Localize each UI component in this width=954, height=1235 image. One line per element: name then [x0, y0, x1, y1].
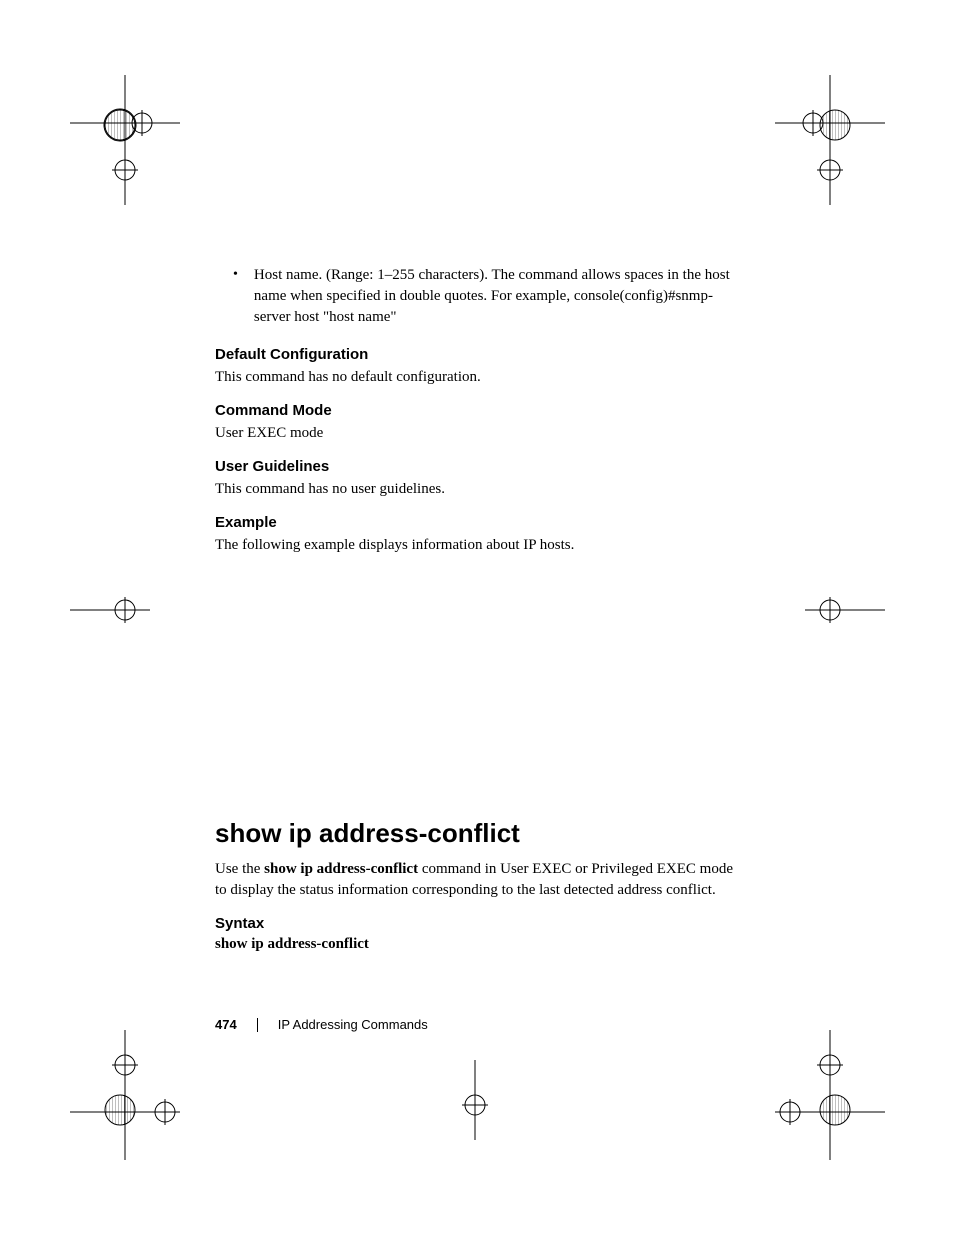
bullet-text: Host name. (Range: 1–255 characters). Th…	[254, 265, 745, 328]
command-description: Use the show ip address-conflict command…	[215, 859, 745, 901]
body-example: The following example displays informati…	[215, 535, 745, 556]
desc-bold: show ip address-conflict	[264, 861, 418, 877]
syntax-command: show ip address-conflict	[215, 936, 745, 953]
crop-mark-middle-left	[70, 590, 150, 630]
body-user-guidelines: This command has no user guidelines.	[215, 479, 745, 500]
bullet-item: • Host name. (Range: 1–255 characters). …	[215, 265, 745, 328]
footer-chapter: IP Addressing Commands	[278, 1017, 428, 1032]
command-title: show ip address-conflict	[215, 818, 745, 849]
footer-divider	[257, 1018, 258, 1032]
body-default-config: This command has no default configuratio…	[215, 367, 745, 388]
desc-prefix: Use the	[215, 861, 264, 877]
body-command-mode: User EXEC mode	[215, 423, 745, 444]
heading-syntax: Syntax	[215, 915, 745, 932]
crop-mark-top-left	[70, 75, 180, 205]
crop-mark-middle-right	[805, 590, 885, 630]
crop-mark-bottom-center	[455, 1060, 495, 1140]
heading-default-config: Default Configuration	[215, 346, 745, 363]
heading-user-guidelines: User Guidelines	[215, 458, 745, 475]
page-content: • Host name. (Range: 1–255 characters). …	[215, 265, 745, 953]
crop-mark-bottom-right	[775, 1030, 885, 1160]
page-number: 474	[215, 1017, 237, 1032]
crop-mark-top-right	[775, 75, 885, 205]
heading-example: Example	[215, 514, 745, 531]
heading-command-mode: Command Mode	[215, 402, 745, 419]
bullet-marker: •	[233, 265, 238, 328]
page-footer: 474 IP Addressing Commands	[215, 1017, 428, 1032]
crop-mark-bottom-left	[70, 1030, 180, 1160]
